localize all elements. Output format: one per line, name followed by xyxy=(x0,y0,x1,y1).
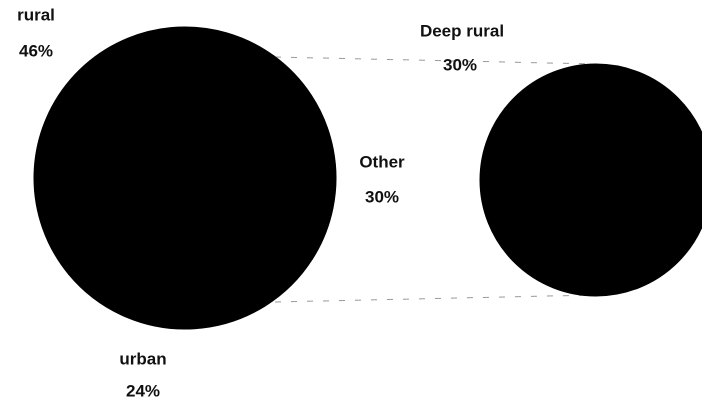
connector-line xyxy=(274,294,596,303)
pie-slice xyxy=(67,177,314,330)
pie-slice xyxy=(479,63,702,297)
category-label: urban xyxy=(119,349,166,368)
value-label: 24% xyxy=(126,381,160,400)
value-label: 30% xyxy=(365,187,399,206)
value-label: 30% xyxy=(443,55,477,74)
pie-slice xyxy=(184,55,337,260)
connector-line xyxy=(274,56,596,65)
category-label: Other xyxy=(359,152,405,171)
value-label: 46% xyxy=(19,41,53,60)
pie-slice xyxy=(33,26,275,275)
category-label: rural xyxy=(17,5,55,24)
category-label: Deep rural xyxy=(420,21,504,40)
